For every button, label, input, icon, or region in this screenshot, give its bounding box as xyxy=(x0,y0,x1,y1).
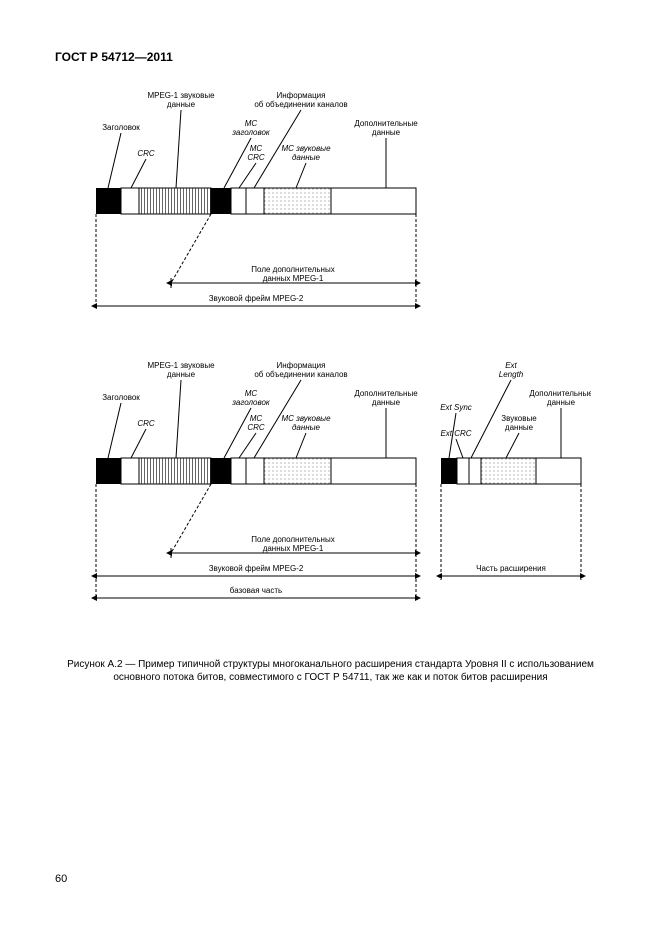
lbl-info-1: Информация xyxy=(276,91,325,100)
lbl-info-2: Информация xyxy=(276,361,325,370)
lbl-zag-1: Заголовок xyxy=(102,123,140,132)
svg-text:МСзаголовок: МСзаголовок xyxy=(231,389,271,407)
svg-text:Информацияоб объединении канал: Информацияоб объединении каналов xyxy=(254,91,347,109)
bar-1 xyxy=(96,188,416,214)
lbl-dop-3: Дополнительные xyxy=(529,389,591,398)
lbl-mpeg1-1: MPEG-1 звуковые xyxy=(147,91,215,100)
svg-text:МС звуковыеданные: МС звуковыеданные xyxy=(281,144,331,162)
svg-text:Информацияоб объединении канал: Информацияоб объединении каналов xyxy=(254,361,347,379)
lbl-dop-1: Дополнительные xyxy=(354,119,418,128)
lbl-base: базовая часть xyxy=(229,586,281,595)
diagram-container: MPEG-1 звуковыеданные Информацияоб объед… xyxy=(71,88,591,638)
svg-text:Дополнительныеданные: Дополнительныеданные xyxy=(354,119,418,137)
svg-text:MPEG-1 звуковыеданные: MPEG-1 звуковыеданные xyxy=(147,361,215,379)
svg-text:ExtLength: ExtLength xyxy=(498,361,523,379)
lbl-mcaudio-1: МС звуковые xyxy=(281,144,331,153)
bar-3 xyxy=(441,458,581,484)
lbl-mcaudio-2: МС звуковые xyxy=(281,414,331,423)
lbl-frame-2: Звуковой фрейм MPEG-2 xyxy=(208,564,303,573)
svg-text:МСзаголовок: МСзаголовок xyxy=(231,119,271,137)
svg-text:Звуковыеданные: Звуковыеданные xyxy=(501,414,537,432)
svg-text:МСCRC: МСCRC xyxy=(247,414,265,432)
document-header: ГОСТ Р 54712—2011 xyxy=(55,50,606,64)
frame-structure-diagram: MPEG-1 звуковыеданные Информацияоб объед… xyxy=(71,88,591,638)
lbl-mccrc-2: МС xyxy=(249,414,262,423)
svg-text:MPEG-1 звуковыеданные: MPEG-1 звуковыеданные xyxy=(147,91,215,109)
lbl-mccrc-1: МС xyxy=(249,144,262,153)
lbl-crc-1: CRC xyxy=(137,149,155,158)
lbl-audiodata: Звуковые xyxy=(501,414,537,423)
lbl-fieldm1-1: Поле дополнительных xyxy=(251,265,334,274)
lbl-extlen: Ext xyxy=(505,361,517,370)
lbl-frame-1: Звуковой фрейм MPEG-2 xyxy=(208,294,303,303)
page-number: 60 xyxy=(55,873,67,885)
lbl-crc-2: CRC xyxy=(137,419,155,428)
lbl-mpeg1-2: MPEG-1 звуковые xyxy=(147,361,215,370)
lbl-zag-2: Заголовок xyxy=(102,393,140,402)
svg-text:Дополнительныеданные: Дополнительныеданные xyxy=(529,389,591,407)
figure-caption: Рисунок А.2 — Пример типичной структуры … xyxy=(55,658,606,684)
lbl-fieldm1-2: Поле дополнительных xyxy=(251,535,334,544)
svg-text:Поле дополнительныхданных MPEG: Поле дополнительныхданных MPEG-1 xyxy=(251,535,334,553)
lbl-extsync: Ext Sync xyxy=(440,403,472,412)
diagram-bottom-right: ExtLength Дополнительныеданные Ext Sync … xyxy=(440,361,591,580)
lbl-dop-2: Дополнительные xyxy=(354,389,418,398)
lbl-extcrc: Ext CRC xyxy=(440,429,471,438)
lbl-mczag-1: МС xyxy=(244,119,257,128)
svg-text:МС звуковыеданные: МС звуковыеданные xyxy=(281,414,331,432)
svg-text:МСCRC: МСCRC xyxy=(247,144,265,162)
diagram-bottom-left: MPEG-1 звуковыеданные Информацияоб объед… xyxy=(96,361,418,598)
svg-text:Поле дополнительныхданных MPEG: Поле дополнительныхданных MPEG-1 xyxy=(251,265,334,283)
svg-text:Дополнительныеданные: Дополнительныеданные xyxy=(354,389,418,407)
diagram-top: MPEG-1 звуковыеданные Информацияоб объед… xyxy=(96,91,418,306)
lbl-mczag-2: МС xyxy=(244,389,257,398)
bar-2 xyxy=(96,458,416,484)
lbl-extpart: Часть расширения xyxy=(476,564,546,573)
